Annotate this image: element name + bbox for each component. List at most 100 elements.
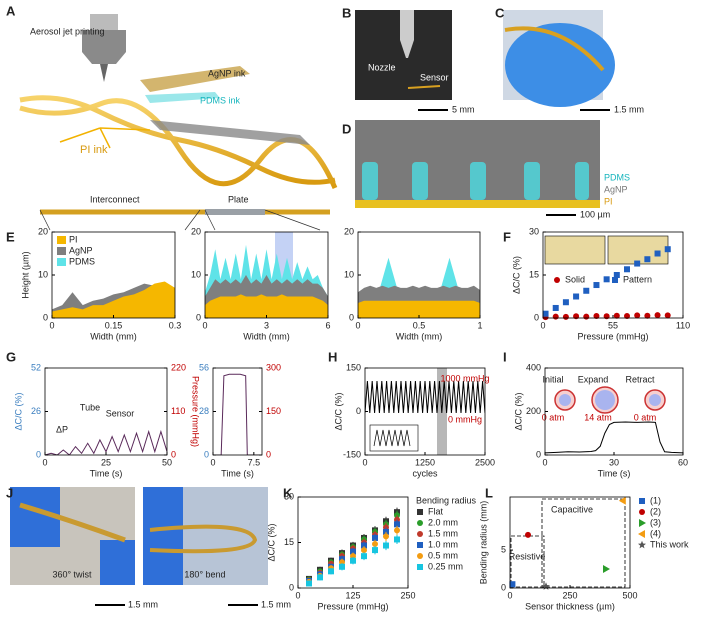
panel-letter: L [485,485,493,500]
panel-letter: I [503,349,507,364]
area [358,300,480,318]
y-tick-label: 28 [199,406,209,416]
annotation: Expand [578,374,609,384]
y-tick-label: 200 [526,406,541,416]
plot-area [545,421,683,454]
marker [350,557,356,564]
label: 180° bend [184,569,225,579]
y-axis-label: ΔC/C (%) [13,392,23,430]
marker [394,521,400,528]
marker [394,527,400,534]
y-tick-label: 20 [38,226,48,236]
x-tick-label: 125 [345,590,360,600]
annotation: Tube [80,402,100,412]
marker [573,293,580,300]
marker [306,580,312,587]
y-tick-label: 20 [191,226,201,236]
y-tick-label: 0 [289,582,294,592]
annotation: Sensor [106,408,135,418]
line [213,373,262,455]
y-tick-label: 52 [31,362,41,372]
y-tick-label: 30 [529,226,539,236]
scale-label: 1.5 mm [614,104,644,114]
marker [417,520,423,526]
label: AgNP ink [208,68,246,78]
x-tick-label: 50 [162,457,172,467]
legend-label: 2.0 mm [428,517,458,527]
marker [638,540,646,549]
y-tick-label: -150 [343,449,361,459]
label: 360° twist [52,569,92,579]
marker [417,564,423,570]
label: PI [604,196,613,206]
x-tick-label: 2500 [475,457,495,467]
frame [357,231,481,319]
x-tick-label: 0 [542,457,547,467]
marker [417,553,423,559]
y-tick-label: 0 [196,312,201,322]
y-tick-label: 0 [349,312,354,322]
photo-d: D PDMS AgNP PI 100 µm [342,120,630,219]
marker [593,312,600,319]
plot-area [205,244,328,318]
y-tick-label: 20 [344,226,354,236]
y2-tick-label: 110 [171,406,185,416]
marker [613,312,620,319]
label: Interconnect [90,194,140,204]
x-axis-label: Width (mm) [396,331,443,341]
marker [654,250,661,257]
y2-tick-label: 300 [266,362,281,372]
y-axis-label: ΔC/C (%) [511,256,521,294]
panel-letter: D [342,121,351,136]
x-tick-label: 3 [264,320,269,330]
y2-tick-label: 220 [171,362,186,372]
x-axis-label: Pressure (mmHg) [317,601,388,611]
legend-label: 0.5 mm [428,550,458,560]
marker [618,496,626,505]
legend-title: Bending radius [416,495,477,505]
y-tick-label: 10 [191,269,201,279]
legend-swatch [57,236,66,244]
marker [562,313,569,320]
legend-label: This work [650,539,689,549]
marker [350,553,356,560]
photo-j: J 360° twist 180° bend 1.5 mm 1.5 mm [6,485,291,609]
label: PI ink [80,144,108,156]
marker [593,282,600,289]
legend-swatch [57,258,66,266]
marker [603,565,610,574]
frame [51,231,176,319]
y-tick-label: 56 [199,362,209,372]
label: PDMS ink [200,95,241,105]
line [365,381,485,413]
y2-axis-label: Pressure (mmHg) [191,376,201,447]
x-tick-label: 0 [49,320,54,330]
regions [510,498,626,588]
y-tick-label: 30 [284,491,294,501]
y-tick-label: 0 [534,312,539,322]
x-tick-label: 0.15 [105,320,123,330]
legend-label: PDMS [69,256,95,266]
plot-area [213,373,262,455]
x-axis-label: Width (mm) [90,331,137,341]
frame [544,367,684,456]
y2-tick-label: 0 [266,449,271,459]
y-axis-label: Bending radius (mm) [478,501,488,585]
frame [509,496,631,589]
marker [639,509,645,515]
y-axis-label: ΔC/C (%) [513,392,523,430]
annotation: 0 mmHg [448,414,482,424]
x-axis-label: Time (s) [221,468,254,478]
marker [603,276,610,283]
y-tick-label: 0 [43,312,48,322]
x-axis-label: Time (s) [90,468,123,478]
label: AgNP [604,184,628,194]
legend-label: PI [69,234,78,244]
marker [613,272,620,278]
legend-label: Flat [428,506,444,516]
y-tick-label: 15 [284,537,294,547]
y-tick-label: 0 [36,449,41,459]
x-tick-label: 7.5 [248,457,261,467]
y-axis-label: ΔC/C (%) [333,392,343,430]
panel-letter: C [495,5,505,20]
